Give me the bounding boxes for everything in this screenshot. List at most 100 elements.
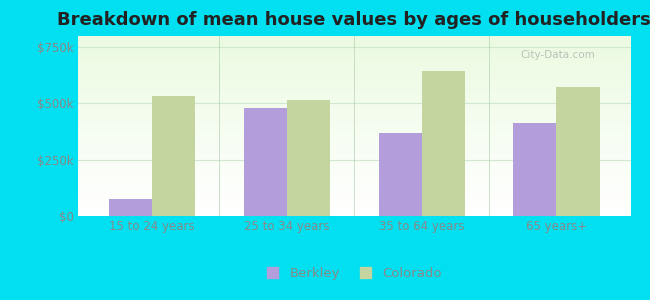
Bar bbox=[78, 173, 630, 174]
Bar bbox=[78, 138, 630, 139]
Bar bbox=[78, 174, 630, 175]
Bar bbox=[78, 91, 630, 92]
Bar bbox=[78, 82, 630, 83]
Bar bbox=[78, 147, 630, 148]
Bar bbox=[78, 165, 630, 166]
Bar bbox=[78, 134, 630, 135]
Bar bbox=[78, 146, 630, 147]
Bar bbox=[78, 208, 630, 209]
Title: Breakdown of mean house values by ages of householders: Breakdown of mean house values by ages o… bbox=[57, 11, 650, 29]
Bar bbox=[78, 191, 630, 192]
Bar bbox=[78, 84, 630, 85]
Bar bbox=[78, 47, 630, 48]
Bar bbox=[78, 172, 630, 173]
Bar bbox=[78, 213, 630, 214]
Bar bbox=[78, 178, 630, 179]
Bar bbox=[78, 99, 630, 100]
Bar bbox=[78, 180, 630, 181]
Bar bbox=[78, 215, 630, 216]
Bar bbox=[78, 148, 630, 149]
Bar bbox=[78, 76, 630, 77]
Bar bbox=[78, 68, 630, 69]
Bar bbox=[78, 122, 630, 123]
Bar bbox=[78, 204, 630, 205]
Bar bbox=[78, 46, 630, 47]
Bar bbox=[78, 44, 630, 45]
Bar bbox=[287, 100, 330, 216]
Bar bbox=[78, 161, 630, 162]
Bar bbox=[78, 40, 630, 41]
Bar bbox=[78, 190, 630, 191]
Bar bbox=[78, 52, 630, 53]
Bar bbox=[78, 186, 630, 187]
Bar bbox=[78, 55, 630, 56]
Bar bbox=[78, 135, 630, 136]
Bar bbox=[78, 140, 630, 141]
Bar bbox=[78, 200, 630, 201]
Bar bbox=[78, 143, 630, 144]
Bar bbox=[78, 179, 630, 180]
Bar bbox=[78, 88, 630, 89]
Bar bbox=[556, 87, 599, 216]
Bar bbox=[78, 59, 630, 60]
Bar bbox=[78, 108, 630, 109]
Bar bbox=[78, 98, 630, 99]
Bar bbox=[78, 77, 630, 78]
Bar bbox=[78, 83, 630, 84]
Bar bbox=[78, 90, 630, 91]
Bar bbox=[78, 58, 630, 59]
Bar bbox=[78, 75, 630, 76]
Bar bbox=[378, 133, 422, 216]
Bar bbox=[78, 182, 630, 183]
Bar bbox=[78, 151, 630, 152]
Bar bbox=[78, 118, 630, 119]
Bar bbox=[78, 144, 630, 145]
Bar bbox=[78, 38, 630, 39]
Bar bbox=[244, 108, 287, 216]
Bar bbox=[78, 48, 630, 49]
Bar bbox=[78, 111, 630, 112]
Bar bbox=[78, 125, 630, 126]
Bar bbox=[78, 132, 630, 133]
Bar bbox=[78, 105, 630, 106]
Bar bbox=[78, 53, 630, 54]
Bar bbox=[78, 121, 630, 122]
Bar bbox=[78, 65, 630, 66]
Bar bbox=[78, 43, 630, 44]
Bar bbox=[78, 63, 630, 64]
Bar bbox=[78, 73, 630, 74]
Legend: Berkley, Colorado: Berkley, Colorado bbox=[262, 261, 447, 285]
Bar bbox=[78, 120, 630, 121]
Bar bbox=[78, 154, 630, 155]
Bar bbox=[78, 64, 630, 65]
Bar bbox=[78, 74, 630, 75]
Bar bbox=[78, 159, 630, 160]
Bar bbox=[78, 157, 630, 158]
Bar bbox=[78, 119, 630, 120]
Bar bbox=[78, 100, 630, 101]
Bar bbox=[78, 51, 630, 52]
Bar bbox=[78, 89, 630, 90]
Bar bbox=[78, 37, 630, 38]
Bar bbox=[78, 198, 630, 199]
Bar bbox=[78, 170, 630, 171]
Bar bbox=[78, 45, 630, 46]
Text: City-Data.com: City-Data.com bbox=[520, 50, 595, 60]
Bar bbox=[78, 115, 630, 116]
Bar bbox=[78, 162, 630, 163]
Bar bbox=[78, 129, 630, 130]
Bar bbox=[78, 112, 630, 113]
Bar bbox=[78, 142, 630, 143]
Bar bbox=[78, 116, 630, 117]
Bar bbox=[78, 114, 630, 115]
Bar bbox=[78, 92, 630, 93]
Bar bbox=[78, 137, 630, 138]
Bar bbox=[78, 101, 630, 102]
Bar bbox=[78, 61, 630, 62]
Bar bbox=[78, 71, 630, 72]
Bar bbox=[78, 175, 630, 176]
Bar bbox=[78, 70, 630, 71]
Bar bbox=[78, 205, 630, 206]
Bar bbox=[78, 209, 630, 210]
Bar bbox=[78, 192, 630, 193]
